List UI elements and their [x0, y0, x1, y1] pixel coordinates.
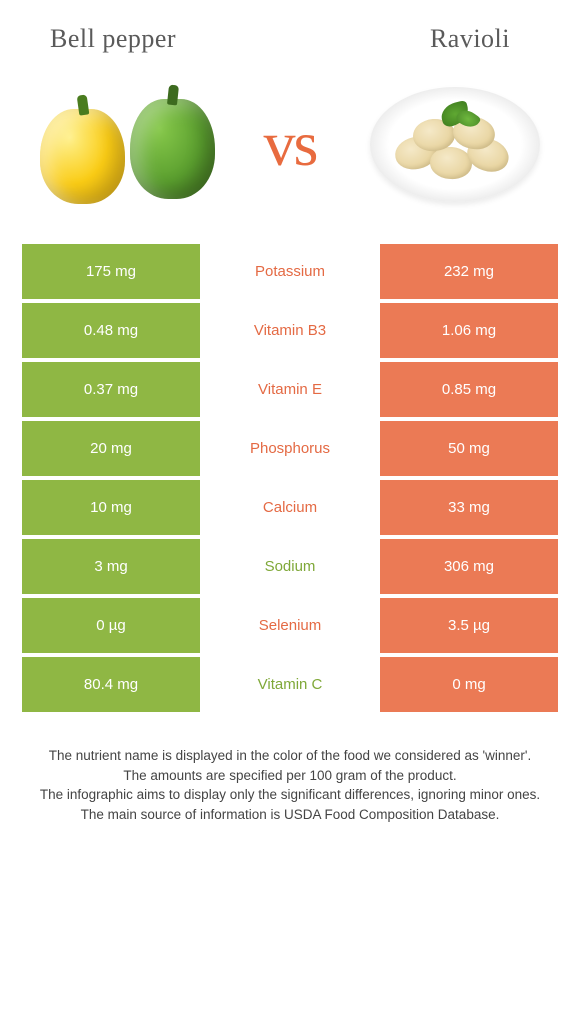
table-row: 80.4 mgVitamin C0 mg [22, 657, 558, 712]
right-food-title: Ravioli [430, 24, 510, 54]
table-row: 3 mgSodium306 mg [22, 539, 558, 594]
nutrient-label: Calcium [200, 480, 380, 535]
footer-notes: The nutrient name is displayed in the co… [0, 716, 580, 824]
nutrient-label: Phosphorus [200, 421, 380, 476]
footer-line: The nutrient name is displayed in the co… [30, 746, 550, 766]
right-value: 50 mg [380, 421, 558, 476]
left-value: 20 mg [22, 421, 200, 476]
nutrient-label: Vitamin E [200, 362, 380, 417]
right-value: 33 mg [380, 480, 558, 535]
table-row: 0.37 mgVitamin E0.85 mg [22, 362, 558, 417]
left-value: 80.4 mg [22, 657, 200, 712]
left-value: 10 mg [22, 480, 200, 535]
right-value: 3.5 µg [380, 598, 558, 653]
nutrient-label: Vitamin B3 [200, 303, 380, 358]
nutrient-label: Vitamin C [200, 657, 380, 712]
right-value: 0 mg [380, 657, 558, 712]
plate-icon [370, 87, 540, 202]
left-value: 3 mg [22, 539, 200, 594]
footer-line: The amounts are specified per 100 gram o… [30, 766, 550, 786]
header: Bell pepper Ravioli [0, 0, 580, 64]
bell-pepper-image [30, 74, 220, 214]
right-value: 0.85 mg [380, 362, 558, 417]
table-row: 20 mgPhosphorus50 mg [22, 421, 558, 476]
vs-label: vs [264, 107, 317, 181]
nutrient-label: Selenium [200, 598, 380, 653]
images-row: vs [0, 64, 580, 234]
left-value: 0.37 mg [22, 362, 200, 417]
left-food-title: Bell pepper [50, 24, 176, 54]
table-row: 0.48 mgVitamin B31.06 mg [22, 303, 558, 358]
right-value: 232 mg [380, 244, 558, 299]
comparison-table: 175 mgPotassium232 mg0.48 mgVitamin B31.… [22, 244, 558, 712]
green-pepper-icon [130, 99, 215, 199]
right-value: 306 mg [380, 539, 558, 594]
footer-line: The main source of information is USDA F… [30, 805, 550, 825]
footer-line: The infographic aims to display only the… [30, 785, 550, 805]
table-row: 0 µgSelenium3.5 µg [22, 598, 558, 653]
left-value: 0.48 mg [22, 303, 200, 358]
table-row: 10 mgCalcium33 mg [22, 480, 558, 535]
ravioli-image [360, 74, 550, 214]
table-row: 175 mgPotassium232 mg [22, 244, 558, 299]
nutrient-label: Sodium [200, 539, 380, 594]
nutrient-label: Potassium [200, 244, 380, 299]
left-value: 175 mg [22, 244, 200, 299]
right-value: 1.06 mg [380, 303, 558, 358]
left-value: 0 µg [22, 598, 200, 653]
yellow-pepper-icon [40, 109, 125, 204]
